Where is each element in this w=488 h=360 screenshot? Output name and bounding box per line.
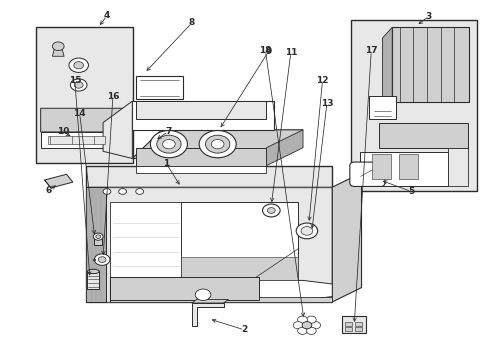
Bar (181, 202, 298, 280)
FancyBboxPatch shape (349, 162, 384, 186)
Polygon shape (136, 148, 266, 166)
Circle shape (267, 208, 275, 213)
Bar (371, 154, 390, 179)
Polygon shape (110, 297, 331, 302)
Polygon shape (266, 130, 303, 166)
Polygon shape (191, 300, 228, 303)
Circle shape (93, 233, 103, 240)
Circle shape (119, 189, 126, 194)
Polygon shape (382, 27, 391, 106)
Text: 8: 8 (188, 18, 195, 27)
Circle shape (136, 189, 143, 194)
Circle shape (306, 316, 316, 323)
Bar (87, 271, 99, 289)
Circle shape (211, 139, 224, 149)
Circle shape (205, 135, 229, 153)
Polygon shape (86, 166, 331, 187)
Bar (344, 327, 351, 331)
Polygon shape (110, 277, 259, 300)
Bar (136, 76, 182, 99)
Polygon shape (447, 148, 467, 186)
Text: 2: 2 (241, 325, 247, 334)
Polygon shape (181, 257, 298, 280)
Polygon shape (86, 187, 105, 302)
Circle shape (293, 321, 303, 329)
Bar (36, 27, 133, 163)
Polygon shape (132, 130, 303, 158)
Circle shape (150, 131, 187, 158)
Circle shape (96, 235, 101, 238)
Circle shape (74, 82, 83, 88)
Polygon shape (41, 132, 113, 148)
Polygon shape (191, 303, 223, 326)
Polygon shape (52, 49, 64, 56)
Text: 11: 11 (284, 48, 297, 57)
Polygon shape (48, 136, 104, 144)
Circle shape (74, 62, 83, 69)
Text: 15: 15 (68, 76, 81, 85)
Bar (350, 20, 476, 192)
Text: 14: 14 (73, 109, 86, 118)
Polygon shape (132, 101, 273, 130)
Circle shape (162, 139, 175, 149)
Circle shape (195, 289, 210, 301)
Circle shape (69, 58, 88, 72)
Polygon shape (103, 101, 132, 158)
Text: 10: 10 (57, 127, 69, 136)
Circle shape (157, 135, 181, 153)
Circle shape (94, 254, 110, 265)
Text: 5: 5 (407, 187, 413, 196)
Text: 1: 1 (163, 159, 169, 168)
Bar (398, 154, 417, 179)
Text: 18: 18 (259, 46, 271, 55)
Circle shape (301, 226, 312, 235)
Text: 16: 16 (106, 92, 119, 101)
Circle shape (103, 189, 111, 194)
Bar (354, 321, 361, 325)
Polygon shape (391, 27, 468, 102)
Polygon shape (110, 280, 331, 300)
Circle shape (70, 79, 87, 91)
Text: 4: 4 (103, 11, 110, 20)
Polygon shape (331, 173, 361, 302)
Circle shape (306, 327, 316, 334)
Text: 3: 3 (425, 12, 431, 21)
Circle shape (297, 316, 307, 323)
Polygon shape (86, 187, 331, 302)
Circle shape (98, 257, 106, 262)
Circle shape (302, 321, 311, 329)
Circle shape (262, 204, 280, 217)
Bar (341, 316, 366, 333)
Polygon shape (41, 108, 126, 132)
Text: 6: 6 (45, 186, 52, 195)
Polygon shape (368, 96, 395, 120)
Circle shape (52, 42, 64, 50)
Polygon shape (110, 202, 181, 300)
Polygon shape (94, 238, 102, 244)
Polygon shape (136, 101, 266, 119)
Polygon shape (44, 174, 73, 188)
Text: 17: 17 (364, 46, 377, 55)
Ellipse shape (87, 269, 99, 274)
Text: 9: 9 (264, 47, 271, 56)
Polygon shape (136, 166, 266, 173)
Circle shape (199, 131, 236, 158)
Polygon shape (378, 123, 467, 148)
Circle shape (297, 327, 307, 334)
Bar (344, 321, 351, 325)
Text: 12: 12 (316, 76, 328, 85)
Text: 13: 13 (320, 99, 332, 108)
Polygon shape (359, 152, 447, 186)
Circle shape (296, 223, 317, 239)
Text: 7: 7 (165, 127, 171, 136)
Bar (354, 327, 361, 331)
Circle shape (310, 321, 320, 329)
